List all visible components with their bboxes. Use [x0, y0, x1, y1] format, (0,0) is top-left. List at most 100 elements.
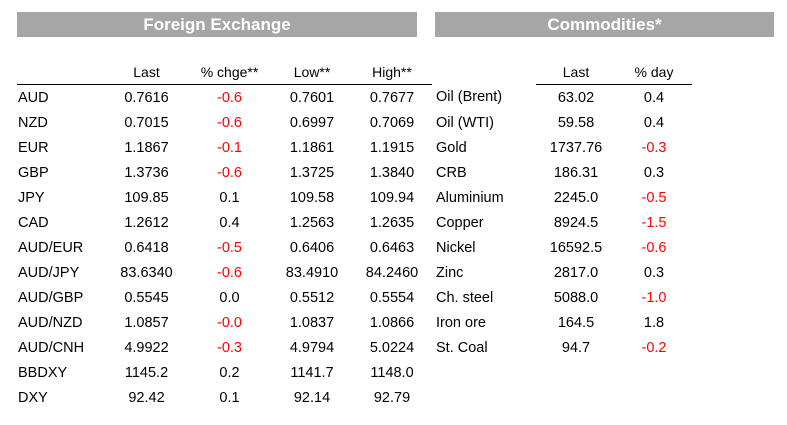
commodity-cell-name: Oil (Brent)	[436, 89, 503, 106]
fx-row: AUD/GBP 0.5545 0.0 0.5512 0.5554	[17, 285, 432, 310]
commodity-cell-day: 0.3	[643, 264, 665, 281]
commodity-cell-day: -0.5	[641, 189, 667, 206]
fx-header-row: Last % chge** Low** High**	[17, 60, 432, 85]
commodity-cell-day: -0.6	[641, 239, 667, 256]
fx-cell-high: 84.2460	[365, 264, 419, 281]
fx-cell-name: EUR	[18, 139, 49, 156]
fx-cell-last: 4.9922	[124, 339, 169, 356]
commodity-row: CRB 186.31 0.3	[435, 160, 692, 185]
fx-cell-high: 1.3840	[369, 164, 415, 181]
fx-cell-chg: 0.1	[219, 189, 240, 206]
fx-cell-high: 0.6463	[369, 239, 415, 256]
fx-cell-chg: 0.0	[219, 289, 240, 306]
fx-cell-high: 1.2635	[369, 214, 415, 231]
commodity-cell-last: 2817.0	[553, 264, 599, 281]
fx-row: AUD 0.7616 -0.6 0.7601 0.7677	[17, 85, 432, 111]
fx-cell-name: NZD	[18, 114, 48, 131]
fx-cell-low: 0.6406	[289, 239, 335, 256]
commodity-cell-name: Aluminium	[436, 189, 504, 206]
fx-row: NZD 0.7015 -0.6 0.6997 0.7069	[17, 110, 432, 135]
commodity-cell-last: 2245.0	[553, 189, 599, 206]
fx-cell-chg: -0.1	[217, 139, 242, 156]
fx-cell-name: AUD/GBP	[18, 289, 84, 306]
commodity-cell-name: CRB	[436, 164, 467, 181]
fx-cell-last: 1.2612	[124, 214, 169, 231]
fx-row: DXY 92.42 0.1 92.14 92.79	[17, 385, 432, 410]
commodities-header-last: Last	[536, 60, 616, 85]
fx-row: AUD/NZD 1.0857 -0.0 1.0837 1.0866	[17, 310, 432, 335]
fx-header-last: Last	[106, 60, 187, 85]
fx-cell-last: 1.1867	[124, 139, 169, 156]
commodity-row: Oil (WTI) 59.58 0.4	[435, 110, 692, 135]
commodity-row: Zinc 2817.0 0.3	[435, 260, 692, 285]
fx-row: EUR 1.1867 -0.1 1.1861 1.1915	[17, 135, 432, 160]
fx-cell-chg: -0.3	[217, 339, 242, 356]
fx-cell-last: 83.6340	[120, 264, 173, 281]
commodity-cell-name: Oil (WTI)	[436, 114, 494, 131]
commodities-table: Last % day Oil (Brent) 63.02 0.4 Oil (WTI) 5…	[435, 60, 692, 360]
fx-cell-chg: 0.2	[219, 364, 240, 381]
fx-cell-high: 109.94	[369, 189, 415, 206]
fx-row: JPY 109.85 0.1 109.58 109.94	[17, 185, 432, 210]
fx-cell-name: AUD	[18, 89, 49, 106]
fx-section-title: Foreign Exchange	[17, 12, 417, 37]
fx-cell-low: 92.14	[293, 389, 331, 406]
fx-cell-chg: 0.1	[219, 389, 240, 406]
fx-cell-low: 0.5512	[289, 289, 335, 306]
fx-cell-name: AUD/CNH	[18, 339, 85, 356]
commodity-cell-name: Copper	[436, 214, 484, 231]
fx-cell-high: 1.1915	[369, 139, 415, 156]
commodity-row: Aluminium 2245.0 -0.5	[435, 185, 692, 210]
fx-cell-chg: -0.0	[217, 314, 242, 331]
fx-cell-last: 1.0857	[124, 314, 169, 331]
fx-cell-high: 0.5554	[369, 289, 415, 306]
fx-cell-last: 1.3736	[124, 164, 169, 181]
fx-cell-low: 1.3725	[289, 164, 335, 181]
commodity-row: St. Coal 94.7 -0.2	[435, 335, 692, 360]
commodity-cell-name: Iron ore	[436, 314, 486, 331]
commodity-row: Oil (Brent) 63.02 0.4	[435, 85, 692, 111]
commodity-cell-day: 0.4	[643, 89, 665, 106]
fx-row: GBP 1.3736 -0.6 1.3725 1.3840	[17, 160, 432, 185]
commodity-cell-last: 59.58	[557, 114, 595, 131]
commodity-cell-day: -1.0	[641, 289, 667, 306]
fx-cell-last: 0.7616	[124, 89, 169, 106]
commodity-cell-day: 1.8	[643, 314, 665, 331]
commodity-cell-day: -0.3	[641, 139, 667, 156]
fx-header-name	[17, 60, 106, 85]
commodity-row: Gold 1737.76 -0.3	[435, 135, 692, 160]
fx-row: AUD/JPY 83.6340 -0.6 83.4910 84.2460	[17, 260, 432, 285]
commodities-header-name	[435, 60, 536, 85]
fx-cell-low: 0.7601	[289, 89, 335, 106]
fx-cell-high: 5.0224	[369, 339, 415, 356]
commodity-cell-last: 5088.0	[553, 289, 599, 306]
commodity-row: Nickel 16592.5 -0.6	[435, 235, 692, 260]
fx-cell-last: 1145.2	[124, 364, 169, 381]
fx-cell-last: 92.42	[128, 389, 165, 406]
fx-row: BBDXY 1145.2 0.2 1141.7 1148.0	[17, 360, 432, 385]
fx-cell-high: 1148.0	[370, 364, 414, 381]
fx-cell-name: AUD/EUR	[18, 239, 84, 256]
fx-cell-name: JPY	[18, 189, 45, 206]
fx-cell-low: 4.9794	[289, 339, 335, 356]
fx-header-low: Low**	[272, 60, 352, 85]
fx-cell-low: 1.0837	[289, 314, 335, 331]
fx-cell-low: 1.1861	[289, 139, 335, 156]
fx-cell-chg: -0.6	[217, 114, 242, 131]
fx-cell-last: 0.6418	[124, 239, 169, 256]
commodity-row: Copper 8924.5 -1.5	[435, 210, 692, 235]
commodity-cell-name: Nickel	[436, 239, 476, 256]
fx-row: AUD/CNH 4.9922 -0.3 4.9794 5.0224	[17, 335, 432, 360]
fx-cell-chg: -0.5	[217, 239, 242, 256]
commodity-cell-last: 164.5	[557, 314, 595, 331]
fx-cell-low: 1141.7	[290, 364, 334, 381]
fx-cell-last: 0.7015	[124, 114, 169, 131]
commodity-cell-last: 94.7	[561, 339, 591, 356]
fx-cell-chg: -0.6	[217, 264, 242, 281]
commodity-cell-name: Zinc	[436, 264, 464, 281]
commodity-cell-last: 63.02	[557, 89, 595, 106]
fx-cell-high: 92.79	[373, 389, 411, 406]
commodity-cell-last: 8924.5	[553, 214, 599, 231]
fx-cell-chg: 0.4	[219, 214, 240, 231]
fx-header-chg: % chge**	[187, 60, 272, 85]
